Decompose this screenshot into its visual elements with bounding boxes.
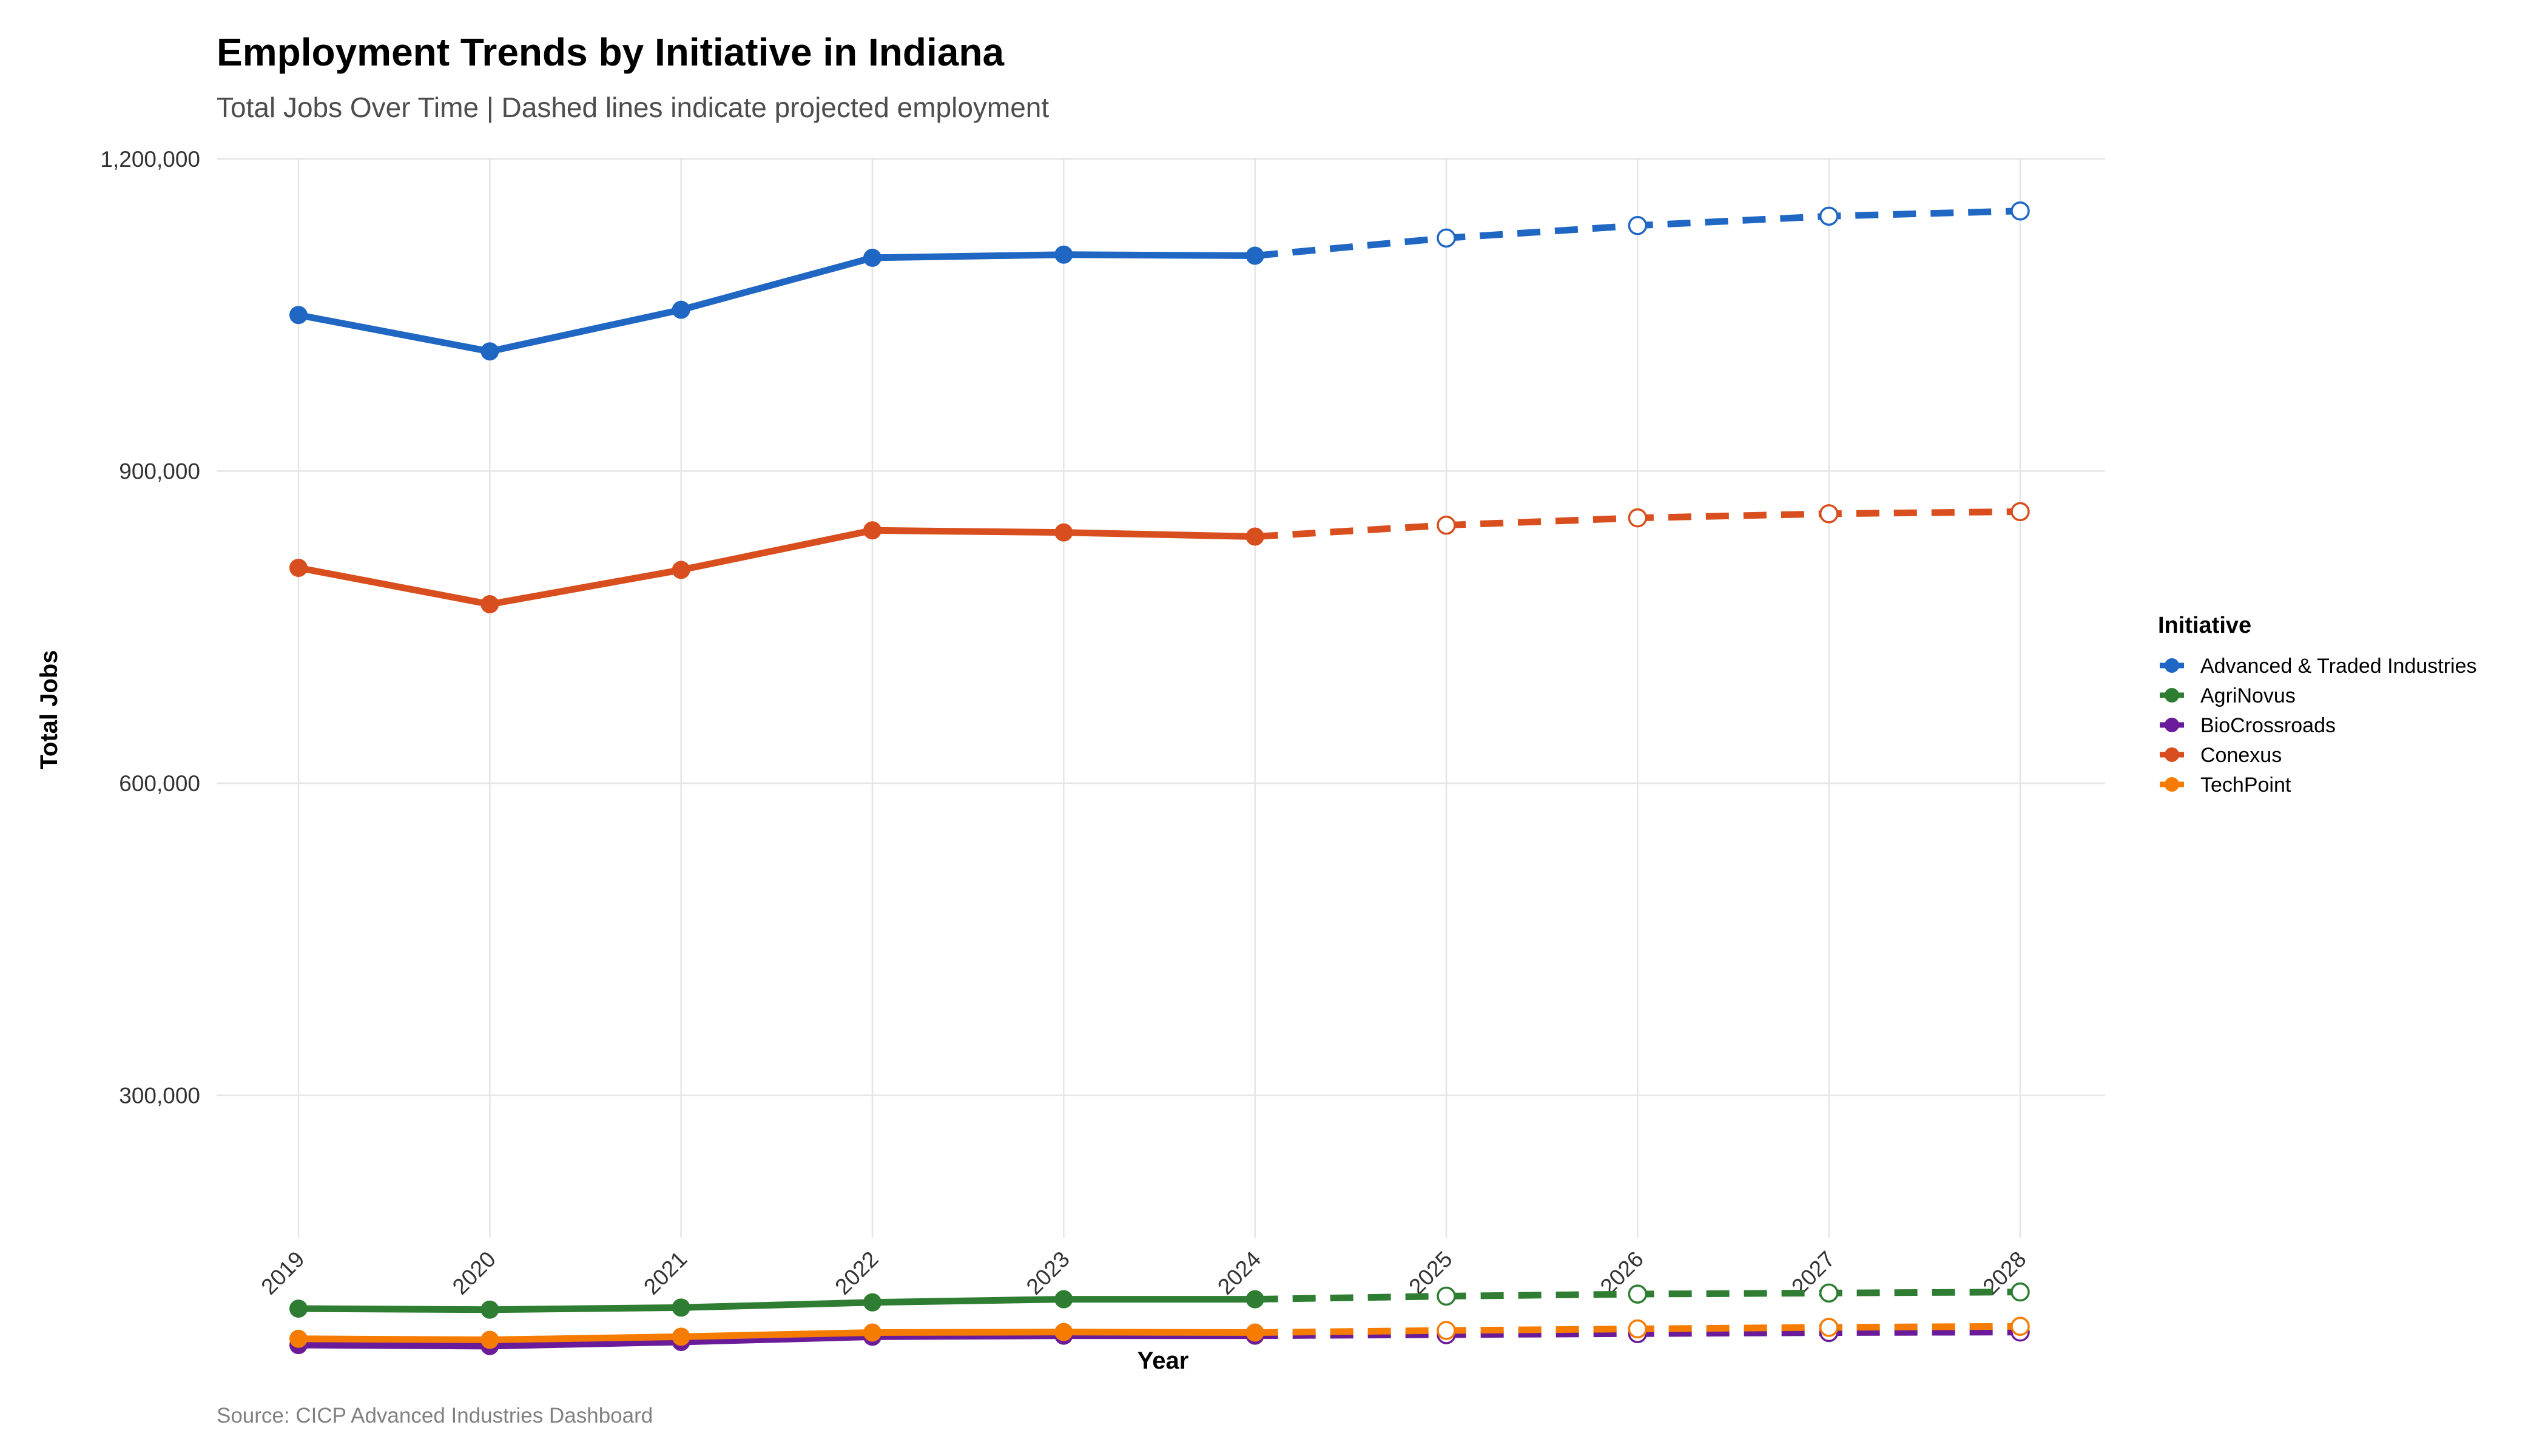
legend-label: Advanced & Traded Industries (2200, 655, 2477, 678)
actual-point (863, 1293, 881, 1312)
actual-point (289, 306, 308, 325)
series-agrinovus (289, 1282, 2030, 1319)
actual-point (289, 1329, 308, 1348)
legend-label: Conexus (2200, 744, 2282, 767)
x-tick-label: 2022 (830, 1247, 883, 1299)
legend-item: AgriNovus (2160, 684, 2296, 707)
actual-point (1245, 1290, 1264, 1309)
legend-item: TechPoint (2160, 774, 2291, 797)
projected-point (1819, 1318, 1839, 1337)
legend-title: Initiative (2158, 613, 2251, 638)
projected-point (2010, 502, 2030, 522)
actual-point (672, 1327, 690, 1346)
legend-items: Advanced & Traded Industries AgriNovus Bio… (2160, 655, 2477, 797)
actual-point (1245, 246, 1264, 265)
actual-point (480, 342, 499, 361)
actual-line (295, 251, 1259, 355)
legend-swatch-point (2165, 747, 2179, 762)
series-lines (289, 201, 2030, 1355)
actual-line (295, 1329, 1259, 1344)
actual-point (480, 595, 499, 614)
actual-point (289, 558, 308, 577)
y-axis-title: Total Jobs (36, 650, 62, 769)
actual-point (1054, 1290, 1073, 1309)
y-axis-tick-labels: 300,000 600,000 900,000 1,200,000 (100, 147, 200, 1108)
actual-point (480, 1330, 499, 1349)
legend-swatch-point (2165, 688, 2179, 703)
projected-point (1628, 216, 1648, 235)
actual-point (1054, 523, 1073, 542)
x-tick-label: 2019 (256, 1247, 309, 1299)
x-tick-label: 2020 (448, 1247, 500, 1299)
projected-point (2010, 1316, 2030, 1336)
projected-point (1628, 1284, 1648, 1304)
projected-point (1628, 508, 1648, 528)
legend-swatch-point (2165, 777, 2179, 792)
actual-point (863, 248, 881, 267)
series-techpoint (289, 1316, 2030, 1349)
actual-point (672, 300, 690, 319)
actual-line (295, 1296, 1259, 1313)
legend-item: BioCrossroads (2160, 714, 2336, 737)
actual-point (1245, 1323, 1264, 1342)
actual-point (863, 1323, 881, 1342)
actual-point (1054, 1323, 1073, 1341)
actual-point (1245, 527, 1264, 546)
legend: Initiative Advanced & Traded IndustriesA… (2158, 613, 2477, 797)
projected-point (2010, 201, 2030, 221)
chart-title: Employment Trends by Initiative in India… (217, 30, 1004, 74)
x-tick-label: 2021 (639, 1247, 692, 1299)
projected-point (1819, 206, 1839, 226)
y-tick-label: 600,000 (119, 771, 200, 796)
actual-line (295, 527, 1259, 608)
chart-subtitle: Total Jobs Over Time | Dashed lines indi… (217, 92, 1049, 123)
actual-point (863, 521, 881, 540)
legend-swatch-point (2165, 718, 2179, 732)
actual-point (1054, 245, 1073, 264)
projected-point (1437, 228, 1456, 248)
projected-point (1819, 504, 1839, 524)
y-tick-label: 1,200,000 (100, 147, 200, 172)
series-conexus (289, 502, 2030, 614)
series-advanced-traded-industries (289, 201, 2030, 361)
projected-point (1437, 1321, 1456, 1340)
projected-point (1628, 1319, 1648, 1339)
actual-point (480, 1300, 499, 1319)
actual-line (295, 1332, 1259, 1350)
legend-label: BioCrossroads (2200, 714, 2336, 737)
y-tick-label: 900,000 (119, 459, 200, 484)
projected-point (1819, 1283, 1839, 1303)
x-axis-title: Year (1138, 1347, 1189, 1374)
legend-label: TechPoint (2200, 774, 2291, 797)
legend-swatch-point (2165, 658, 2179, 673)
actual-point (289, 1299, 308, 1318)
legend-item: Advanced & Traded Industries (2160, 655, 2477, 678)
projected-point (2010, 1282, 2030, 1302)
legend-item: Conexus (2160, 744, 2282, 767)
actual-point (672, 561, 690, 579)
legend-label: AgriNovus (2200, 684, 2296, 707)
projected-point (1437, 1286, 1456, 1306)
y-tick-label: 300,000 (119, 1084, 200, 1108)
grid (217, 158, 2105, 1238)
chart-caption: Source: CICP Advanced Industries Dashboa… (217, 1404, 653, 1427)
projected-point (1437, 515, 1456, 535)
actual-point (672, 1298, 690, 1317)
